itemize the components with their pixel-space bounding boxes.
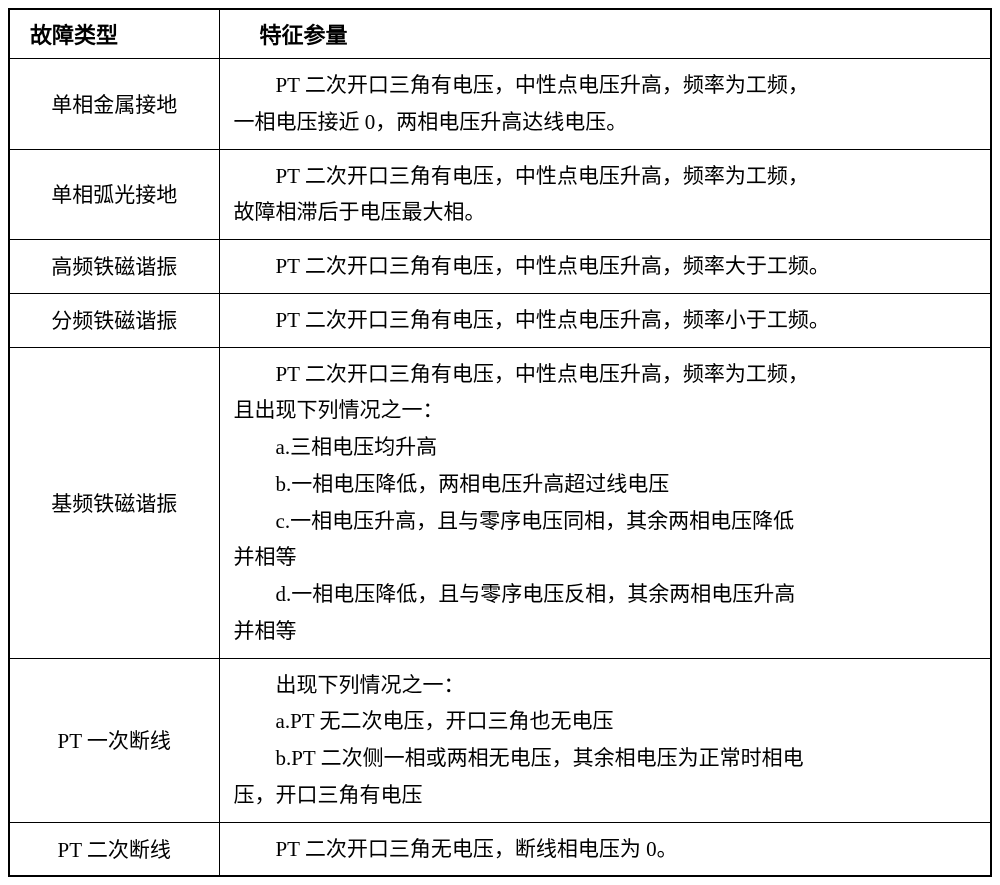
fault-type-cell: PT 二次断线 [9,822,219,876]
table-header: 故障类型 特征参量 [9,9,991,59]
feature-line: PT 二次开口三角无电压，断线相电压为 0。 [234,831,977,868]
table-row: PT 一次断线出现下列情况之一：a.PT 无二次电压，开口三角也无电压b.PT … [9,658,991,822]
header-feature-param: 特征参量 [219,9,991,59]
feature-line: 一相电压接近 0，两相电压升高达线电压。 [234,104,977,141]
fault-type-cell: 高频铁磁谐振 [9,240,219,294]
fault-feature-table: 故障类型 特征参量 单相金属接地PT 二次开口三角有电压，中性点电压升高，频率为… [8,8,992,877]
table-row: 单相金属接地PT 二次开口三角有电压，中性点电压升高，频率为工频，一相电压接近 … [9,59,991,150]
feature-line: b.PT 二次侧一相或两相无电压，其余相电压为正常时相电 [234,740,977,777]
fault-type-cell: 基频铁磁谐振 [9,347,219,658]
feature-line: PT 二次开口三角有电压，中性点电压升高，频率大于工频。 [234,248,977,285]
feature-line: PT 二次开口三角有电压，中性点电压升高，频率为工频， [234,158,977,195]
feature-line: 并相等 [234,613,977,650]
feature-line: c.一相电压升高，且与零序电压同相，其余两相电压降低 [234,503,977,540]
feature-param-cell: PT 二次开口三角有电压，中性点电压升高，频率为工频，一相电压接近 0，两相电压… [219,59,991,150]
feature-param-cell: PT 二次开口三角有电压，中性点电压升高，频率大于工频。 [219,240,991,294]
header-fault-type: 故障类型 [9,9,219,59]
feature-line: 出现下列情况之一： [234,667,977,704]
feature-param-cell: PT 二次开口三角有电压，中性点电压升高，频率小于工频。 [219,293,991,347]
feature-line: a.PT 无二次电压，开口三角也无电压 [234,703,977,740]
feature-line: PT 二次开口三角有电压，中性点电压升高，频率为工频， [234,356,977,393]
fault-type-cell: 分频铁磁谐振 [9,293,219,347]
feature-param-cell: PT 二次开口三角有电压，中性点电压升高，频率为工频，且出现下列情况之一：a.三… [219,347,991,658]
header-row: 故障类型 特征参量 [9,9,991,59]
table-row: PT 二次断线 PT 二次开口三角无电压，断线相电压为 0。 [9,822,991,876]
table-row: 基频铁磁谐振PT 二次开口三角有电压，中性点电压升高，频率为工频，且出现下列情况… [9,347,991,658]
fault-type-cell: PT 一次断线 [9,658,219,822]
feature-line: PT 二次开口三角有电压，中性点电压升高，频率为工频， [234,67,977,104]
table-row: 高频铁磁谐振 PT 二次开口三角有电压，中性点电压升高，频率大于工频。 [9,240,991,294]
table-row: 单相弧光接地PT 二次开口三角有电压，中性点电压升高，频率为工频，故障相滞后于电… [9,149,991,240]
feature-line: d.一相电压降低，且与零序电压反相，其余两相电压升高 [234,576,977,613]
fault-type-cell: 单相金属接地 [9,59,219,150]
fault-type-cell: 单相弧光接地 [9,149,219,240]
feature-line: 且出现下列情况之一： [234,392,977,429]
feature-line: a.三相电压均升高 [234,429,977,466]
table-body: 单相金属接地PT 二次开口三角有电压，中性点电压升高，频率为工频，一相电压接近 … [9,59,991,877]
feature-line: PT 二次开口三角有电压，中性点电压升高，频率小于工频。 [234,302,977,339]
feature-line: 并相等 [234,539,977,576]
feature-param-cell: 出现下列情况之一：a.PT 无二次电压，开口三角也无电压b.PT 二次侧一相或两… [219,658,991,822]
feature-line: 故障相滞后于电压最大相。 [234,194,977,231]
table-row: 分频铁磁谐振 PT 二次开口三角有电压，中性点电压升高，频率小于工频。 [9,293,991,347]
feature-param-cell: PT 二次开口三角无电压，断线相电压为 0。 [219,822,991,876]
feature-line: 压，开口三角有电压 [234,777,977,814]
feature-param-cell: PT 二次开口三角有电压，中性点电压升高，频率为工频，故障相滞后于电压最大相。 [219,149,991,240]
feature-line: b.一相电压降低，两相电压升高超过线电压 [234,466,977,503]
